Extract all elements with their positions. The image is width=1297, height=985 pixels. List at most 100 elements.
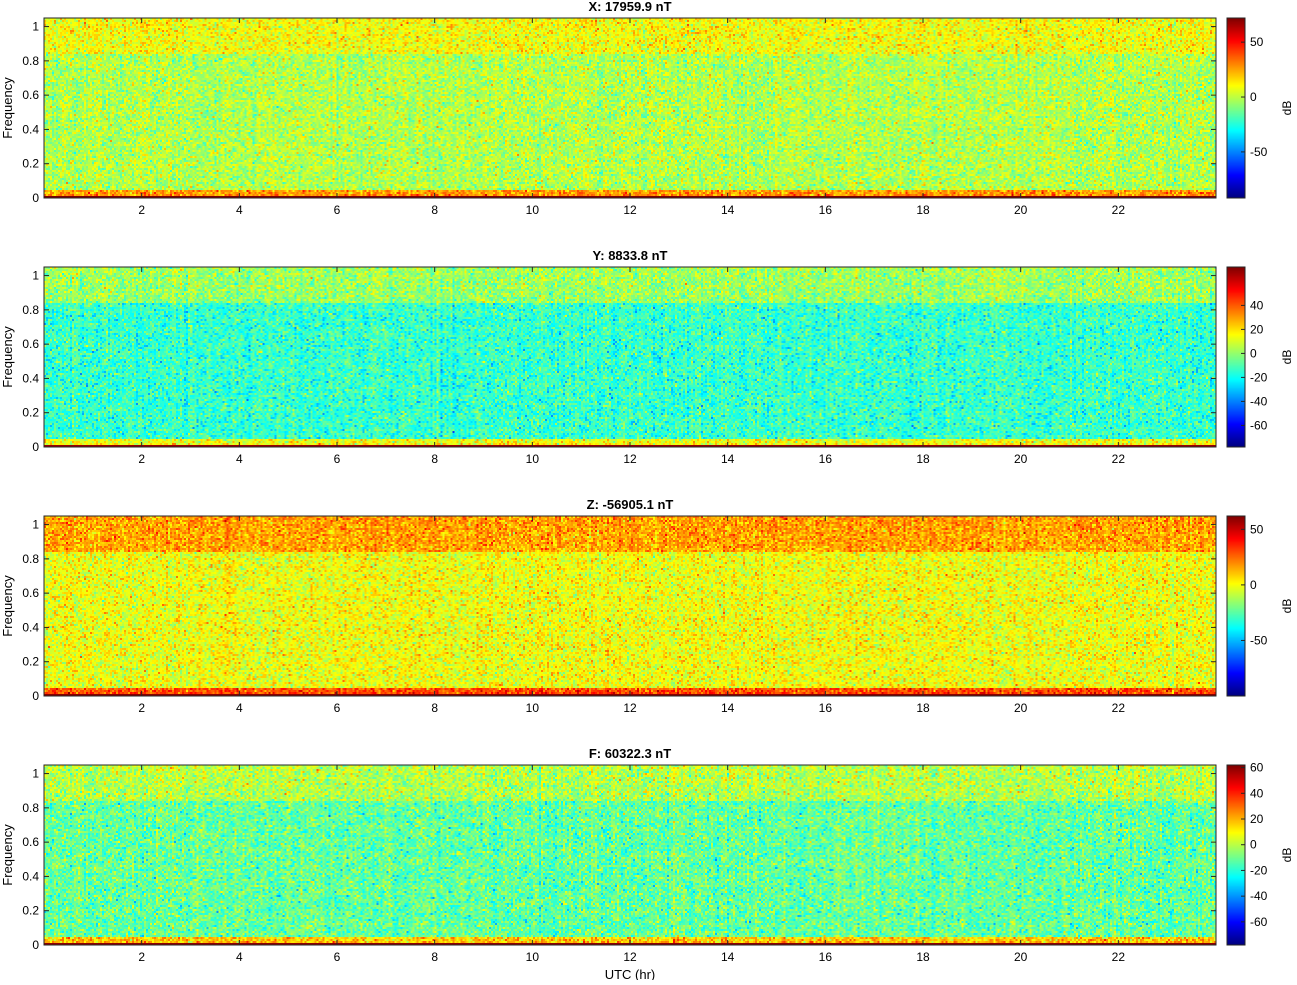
x-tick-label: 8 [431,701,438,715]
colorbar-tick-label: 0 [1250,578,1257,592]
colorbar-tick-label: 20 [1250,322,1264,336]
y-tick-label: 0.4 [22,869,39,883]
subplot-0: X: 17959.9 nT2 4 6 8 10 12 14 16 18 20 2200.20.40.… [0,0,1294,217]
y-tick-label: 0.4 [22,371,39,385]
x-tick-label: 12 [623,203,637,217]
y-tick-label: 0.8 [22,303,39,317]
x-tick-label: 20 [1014,203,1028,217]
colorbar [1227,18,1245,198]
y-axis-label: Frequency [0,824,15,886]
x-tick-label: 6 [334,950,341,964]
colorbar-tick-label: 0 [1250,838,1257,852]
colorbar-tick-label: 0 [1250,90,1257,104]
x-tick-label: 2 [138,701,145,715]
subplot-title: Z: -56905.1 nT [587,497,674,512]
x-tick-label: 14 [721,452,735,466]
x-tick-label: 16 [819,203,833,217]
x-tick-label: 18 [916,701,930,715]
colorbar [1227,765,1245,945]
subplot-1: Y: 8833.8 nT2 4 6 8 10 12 14 16 18 20 2200.20.40.6… [0,248,1294,466]
x-tick-label: 6 [334,701,341,715]
spectrogram-heatmap [44,18,1216,198]
spectrogram-heatmap [44,765,1216,945]
y-tick-label: 0 [32,440,39,454]
x-tick-label: 10 [526,452,540,466]
y-axis-label: Frequency [0,575,15,637]
x-tick-label: 10 [526,203,540,217]
colorbar [1227,267,1245,447]
x-tick-label: 8 [431,452,438,466]
x-tick-label: 22 [1112,950,1126,964]
colorbar-frame [1226,17,1246,199]
y-axis-label: Frequency [0,326,15,388]
x-tick-label: 2 [138,203,145,217]
x-tick-label: 22 [1112,701,1126,715]
x-tick-label: 8 [431,203,438,217]
colorbar-label: dB [1280,350,1294,365]
colorbar-tick-label: 60 [1250,761,1264,775]
colorbar-frame [1226,515,1246,697]
colorbar-frame [1226,764,1246,946]
y-tick-label: 1 [32,518,39,532]
x-tick-label: 18 [916,203,930,217]
x-tick-label: 22 [1112,203,1126,217]
x-tick-label: 20 [1014,950,1028,964]
y-tick-label: 0 [32,689,39,703]
y-tick-label: 0.2 [22,406,39,420]
x-tick-label: 12 [623,452,637,466]
x-tick-label: 4 [236,203,243,217]
x-tick-label: 16 [819,452,833,466]
colorbar-label: dB [1280,599,1294,614]
x-tick-label: 2 [138,452,145,466]
colorbar-tick-label: -50 [1250,145,1268,159]
x-tick-label: 4 [236,452,243,466]
y-tick-label: 0.6 [22,337,39,351]
y-tick-label: 0.8 [22,801,39,815]
colorbar-tick-label: 40 [1250,298,1264,312]
x-tick-label: 14 [721,950,735,964]
subplot-title: X: 17959.9 nT [588,0,671,14]
y-tick-label: 0.4 [22,122,39,136]
y-tick-label: 0 [32,938,39,952]
x-tick-label: 2 [138,950,145,964]
y-tick-label: 1 [32,20,39,34]
colorbar-tick-label: -40 [1250,889,1268,903]
y-tick-label: 0.2 [22,655,39,669]
x-tick-label: 14 [721,701,735,715]
subplot-title: F: 60322.3 nT [589,746,671,761]
y-tick-label: 0.4 [22,620,39,634]
x-tick-label: 20 [1014,701,1028,715]
y-tick-label: 0 [32,191,39,205]
spectrogram-heatmap [44,516,1216,696]
colorbar-tick-label: 50 [1250,35,1264,49]
colorbar-tick-label: 40 [1250,786,1264,800]
x-tick-label: 10 [526,950,540,964]
colorbar-tick-label: 50 [1250,522,1264,536]
colorbar [1227,516,1245,696]
colorbar-frame [1226,266,1246,448]
x-tick-label: 10 [526,701,540,715]
x-tick-label: 4 [236,950,243,964]
x-axis-label: UTC (hr) [605,967,656,980]
x-tick-label: 16 [819,701,833,715]
y-tick-label: 0.8 [22,552,39,566]
y-tick-label: 0.6 [22,586,39,600]
x-tick-label: 6 [334,203,341,217]
x-tick-label: 16 [819,950,833,964]
y-tick-label: 0.2 [22,904,39,918]
colorbar-tick-label: -40 [1250,394,1268,408]
x-tick-label: 18 [916,950,930,964]
colorbar-tick-label: 0 [1250,346,1257,360]
subplot-2: Z: -56905.1 nT2 4 6 8 10 12 14 16 18 20 2200.20.40… [0,497,1294,715]
x-tick-label: 4 [236,701,243,715]
colorbar-tick-label: 20 [1250,812,1264,826]
x-tick-label: 8 [431,950,438,964]
x-tick-label: 14 [721,203,735,217]
y-tick-label: 0.6 [22,835,39,849]
colorbar-tick-label: -50 [1250,633,1268,647]
subplot-3: F: 60322.3 nT2 4 6 8 10 12 14 16 18 20 2200.20.40.… [0,746,1294,982]
colorbar-tick-label: -20 [1250,863,1268,877]
y-tick-label: 1 [32,767,39,781]
